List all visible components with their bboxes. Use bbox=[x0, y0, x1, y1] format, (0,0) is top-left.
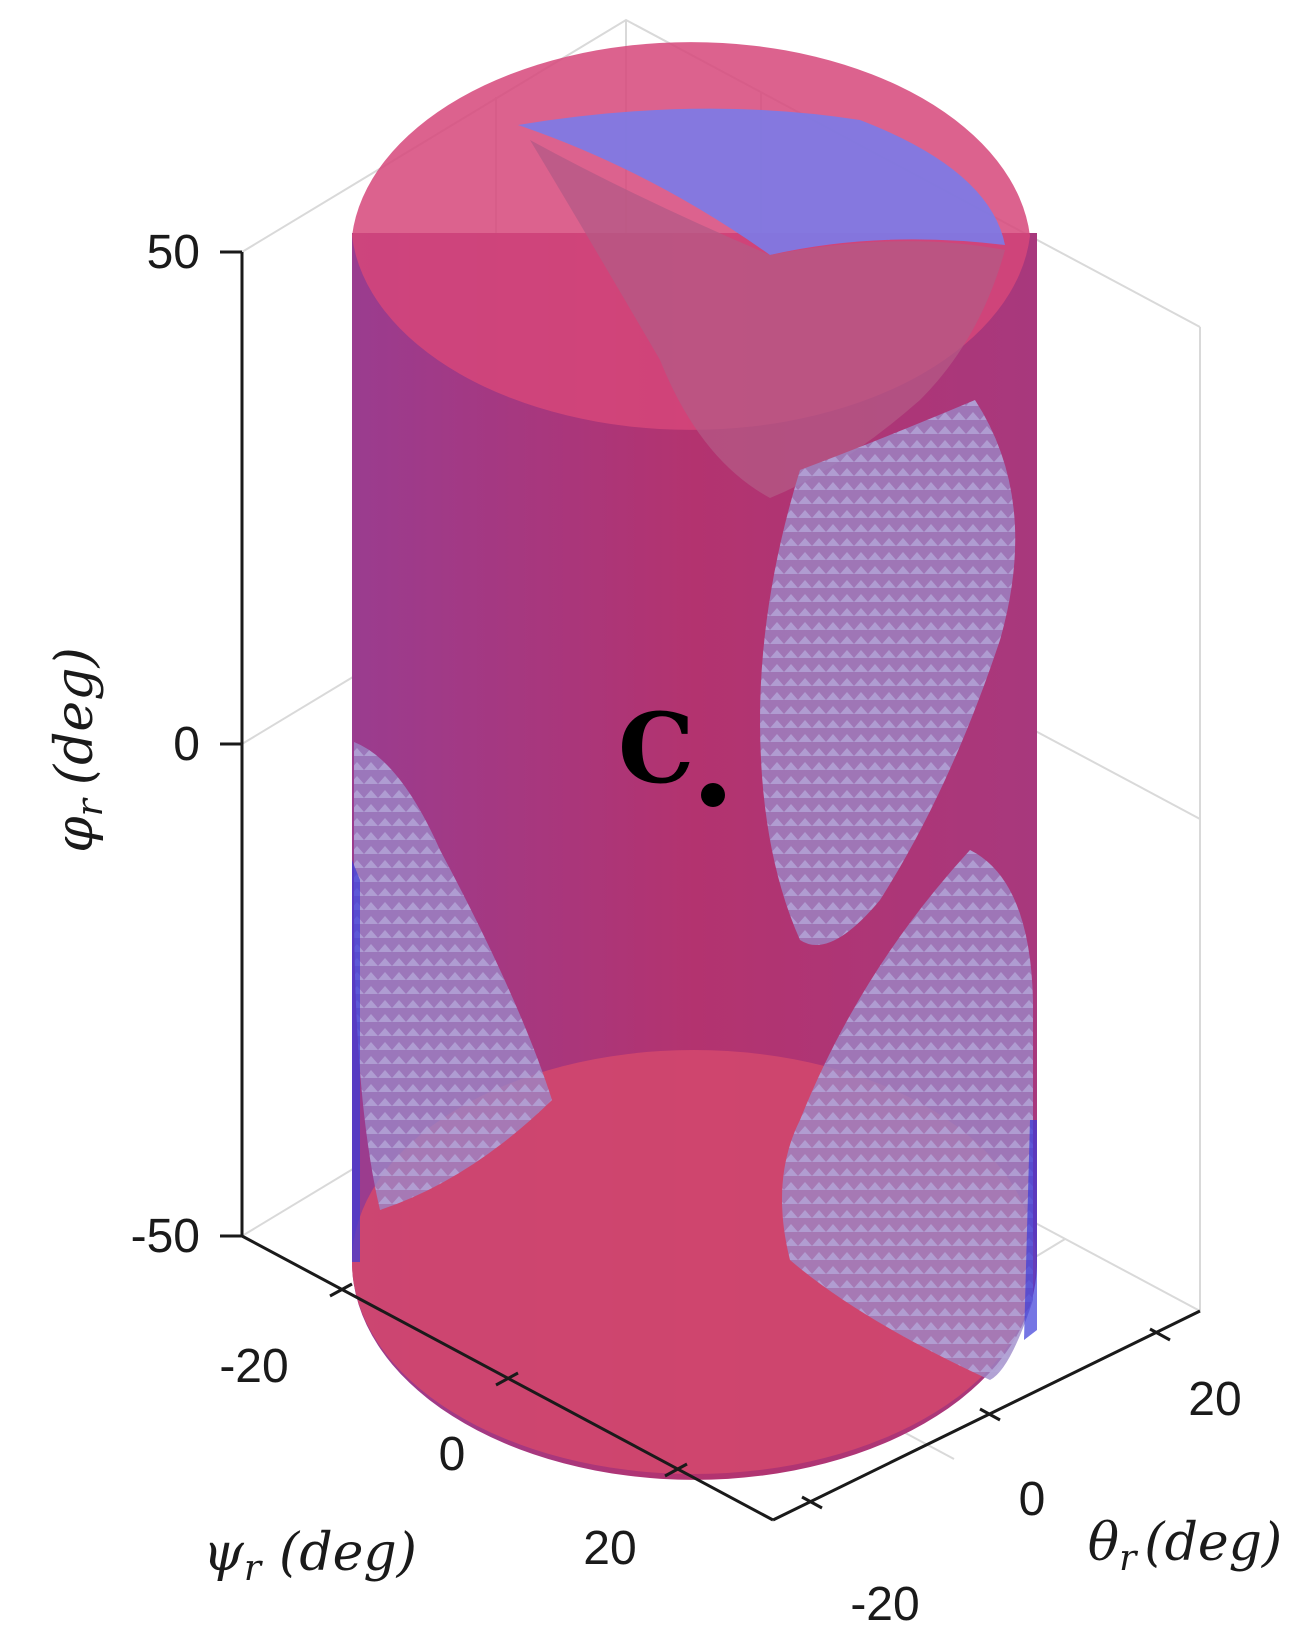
right-patch-upper bbox=[760, 400, 1016, 945]
z-axis-label: φr (deg) bbox=[45, 647, 111, 853]
y-tick-label: 20 bbox=[1188, 1373, 1241, 1426]
y-axis-label: θr (deg) bbox=[1088, 1513, 1282, 1579]
annotation-c: C bbox=[618, 692, 725, 807]
z-axis-symbol: φ bbox=[45, 816, 105, 853]
x-axis-symbol: ψ bbox=[203, 1523, 245, 1583]
blue-edge-left bbox=[352, 860, 360, 1262]
annotation-label: C bbox=[618, 692, 694, 805]
y-axis-unit: (deg) bbox=[1144, 1513, 1282, 1573]
y-ticks: -20 0 20 bbox=[850, 1373, 1241, 1631]
top-blue-region bbox=[518, 108, 1005, 255]
y-tick-label: 0 bbox=[1019, 1473, 1046, 1526]
y-axis-sub: r bbox=[1119, 1538, 1138, 1579]
y-tick-label: -20 bbox=[850, 1578, 919, 1631]
top-inner-region bbox=[530, 140, 1005, 498]
annotation-point bbox=[701, 783, 725, 807]
left-patch bbox=[354, 742, 552, 1210]
x-tick-label: 20 bbox=[583, 1522, 636, 1575]
x-tick-label: -20 bbox=[219, 1340, 288, 1393]
z-tick-label: 50 bbox=[147, 226, 200, 279]
blue-edge-right bbox=[1024, 1120, 1037, 1340]
z-axis-sub: r bbox=[70, 797, 111, 816]
x-axis-unit: (deg) bbox=[279, 1523, 417, 1583]
x-axis-label: ψr (deg) bbox=[203, 1523, 417, 1589]
x-axis-sub: r bbox=[244, 1548, 263, 1589]
right-patch-lower bbox=[782, 850, 1033, 1380]
axes-lines bbox=[220, 250, 1201, 1522]
cylinder-surface bbox=[352, 42, 1037, 1480]
x-tick-label: 0 bbox=[439, 1428, 466, 1481]
z-tick-label: -50 bbox=[131, 1210, 200, 1263]
x-ticks: -20 0 20 bbox=[219, 1340, 636, 1575]
z-ticks: 50 0 -50 bbox=[131, 226, 200, 1263]
z-axis-unit: (deg) bbox=[45, 647, 105, 785]
y-axis-symbol: θ bbox=[1088, 1513, 1119, 1573]
z-tick-label: 0 bbox=[173, 718, 200, 771]
